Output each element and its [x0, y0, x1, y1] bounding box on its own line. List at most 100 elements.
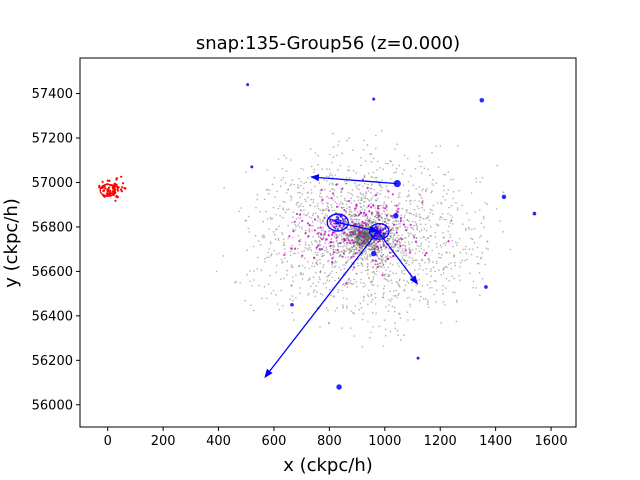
- particle: [486, 240, 489, 243]
- subhalo-circle: [368, 222, 390, 240]
- particle: [323, 222, 326, 224]
- particle: [366, 255, 369, 258]
- star-particle: [447, 240, 450, 243]
- particle: [379, 262, 382, 265]
- particle: [483, 217, 485, 220]
- particle: [398, 278, 401, 281]
- particle: [355, 230, 357, 232]
- particle: [393, 246, 396, 248]
- particle: [279, 185, 282, 187]
- particle: [388, 238, 391, 241]
- particle: [249, 270, 251, 272]
- particle: [427, 215, 430, 217]
- particle: [375, 224, 378, 226]
- particle: [430, 226, 432, 228]
- particle: [368, 220, 370, 222]
- particle: [391, 264, 394, 266]
- particle: [407, 232, 410, 234]
- particle: [357, 241, 360, 243]
- particle: [387, 237, 389, 240]
- outlier-particle: [115, 183, 118, 186]
- particle: [377, 225, 380, 228]
- particle: [349, 250, 352, 252]
- particle: [362, 231, 365, 234]
- particle: [399, 222, 402, 225]
- particle: [359, 192, 362, 194]
- subhalo-particle: [332, 225, 335, 228]
- particle: [381, 255, 383, 257]
- particle: [365, 269, 367, 272]
- particle: [335, 233, 337, 236]
- particle: [386, 239, 389, 242]
- particle: [392, 248, 395, 251]
- particle: [468, 228, 471, 230]
- particle: [405, 209, 408, 211]
- particle: [354, 241, 356, 243]
- particle: [327, 206, 330, 209]
- particle: [356, 240, 359, 243]
- particle: [314, 205, 316, 207]
- particle: [403, 237, 406, 240]
- particle: [308, 292, 310, 295]
- particle: [345, 212, 347, 214]
- particle: [372, 245, 375, 247]
- particle: [382, 253, 384, 256]
- particle: [399, 237, 402, 240]
- particle: [345, 176, 348, 179]
- particle: [357, 241, 359, 244]
- particle: [346, 244, 348, 246]
- particle: [355, 232, 357, 234]
- particle: [316, 202, 319, 205]
- particle: [423, 167, 426, 170]
- particle: [347, 234, 350, 237]
- particle: [382, 241, 384, 243]
- particle: [391, 251, 393, 254]
- particle: [395, 229, 398, 232]
- particle: [338, 266, 341, 269]
- particle: [351, 235, 353, 237]
- subhalo-dot: [250, 165, 254, 169]
- particle: [359, 210, 362, 212]
- particle: [371, 246, 373, 249]
- particle: [356, 238, 358, 240]
- particle: [311, 243, 314, 246]
- particle: [343, 264, 346, 266]
- particle: [431, 209, 433, 212]
- particle: [321, 168, 323, 170]
- particle: [316, 254, 319, 256]
- particle: [442, 196, 444, 198]
- particle: [364, 233, 367, 236]
- particle: [421, 285, 424, 287]
- particle: [382, 243, 385, 245]
- particle: [474, 211, 477, 213]
- particle: [352, 226, 354, 229]
- particle: [341, 238, 343, 241]
- particle: [346, 233, 349, 235]
- particle: [367, 238, 370, 240]
- particle: [351, 215, 354, 217]
- particle: [365, 232, 367, 235]
- particle: [332, 188, 334, 190]
- particle: [301, 278, 304, 280]
- particle: [366, 197, 369, 200]
- particle: [367, 231, 369, 233]
- particle: [373, 195, 375, 197]
- particle: [356, 211, 359, 213]
- particle: [282, 207, 284, 210]
- particle: [383, 203, 385, 205]
- particle: [323, 218, 325, 221]
- particle: [274, 238, 277, 241]
- particle: [363, 297, 365, 299]
- particle: [365, 239, 367, 242]
- particle: [347, 228, 350, 231]
- star-particle: [395, 231, 398, 234]
- particle: [426, 237, 429, 239]
- particle: [395, 171, 397, 173]
- particle: [372, 284, 375, 287]
- particle: [334, 265, 337, 267]
- particle: [418, 230, 421, 233]
- subhalo-particle: [376, 236, 379, 239]
- particle: [333, 222, 335, 225]
- particle: [263, 286, 266, 288]
